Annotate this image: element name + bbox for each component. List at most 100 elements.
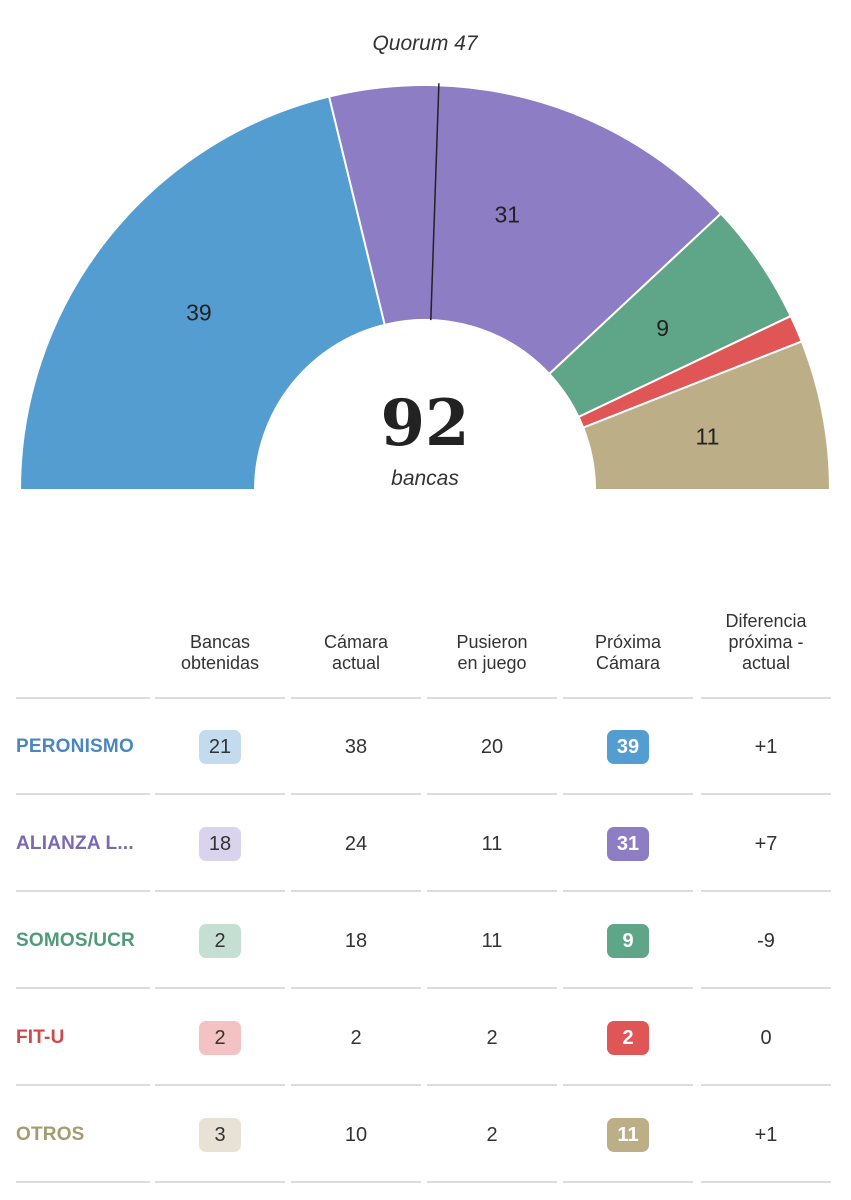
bancas-obtenidas-badge: 21: [199, 730, 241, 764]
row-divider: [427, 697, 557, 699]
proxima-camara-badge: 39: [607, 730, 649, 764]
proxima-camara-cell: 31: [563, 796, 693, 892]
bancas-obtenidas-cell: 18: [155, 796, 285, 892]
bancas-obtenidas-cell: 3: [155, 1087, 285, 1183]
slice-value-label: 31: [494, 202, 520, 228]
en-juego-cell: 11: [481, 832, 503, 855]
row-divider: [701, 890, 831, 892]
bancas-obtenidas-badge: 18: [199, 827, 241, 861]
slice-value-label: 39: [186, 299, 212, 325]
bancas-obtenidas-badge: 2: [199, 924, 241, 958]
row-divider: [155, 697, 285, 699]
proxima-camara-badge: 9: [607, 924, 649, 958]
row-divider: [427, 987, 557, 989]
camara-actual-cell: 2: [350, 1026, 362, 1049]
row-divider: [563, 793, 693, 795]
row-divider: [291, 987, 421, 989]
table-row: FIT-U 2 2 2 2 0: [16, 990, 834, 1086]
row-divider: [701, 1084, 831, 1086]
camara-actual-cell: 10: [344, 1123, 368, 1146]
party-name: FIT-U: [16, 1027, 65, 1048]
diferencia-cell: -9: [757, 929, 775, 952]
row-divider: [16, 890, 150, 892]
header-camara-actual: Cámara actual: [323, 632, 389, 673]
diferencia-cell: 0: [760, 1026, 772, 1049]
party-name: SOMOS/UCR: [16, 930, 135, 951]
en-juego-cell: 2: [486, 1123, 498, 1146]
row-divider: [16, 987, 150, 989]
en-juego-cell: 11: [481, 929, 503, 952]
camara-actual-cell: 18: [344, 929, 368, 952]
proxima-camara-cell: 9: [563, 893, 693, 989]
parliament-chart: Quorum 47 39 31 9 11 92 bancas: [18, 32, 832, 491]
bancas-obtenidas-badge: 2: [199, 1021, 241, 1055]
row-divider: [563, 1181, 693, 1183]
party-name: OTROS: [16, 1124, 85, 1145]
slice-peronismo: [18, 95, 386, 491]
row-divider: [427, 793, 557, 795]
row-divider: [291, 1181, 421, 1183]
camara-actual-cell: 24: [344, 832, 368, 855]
diferencia-cell: +1: [754, 735, 778, 758]
row-divider: [291, 697, 421, 699]
row-divider: [16, 793, 150, 795]
proxima-camara-badge: 11: [607, 1118, 649, 1152]
row-divider: [155, 793, 285, 795]
quorum-line: [430, 83, 440, 321]
bancas-obtenidas-badge: 3: [199, 1118, 241, 1152]
table-row: SOMOS/UCR 2 18 11 9 -9: [16, 893, 834, 989]
table-row: ALIANZA L... 18 24 11 31 +7: [16, 796, 834, 892]
table-row: OTROS 3 10 2 11 +1: [16, 1087, 834, 1183]
diferencia-cell: +7: [754, 832, 778, 855]
en-juego-cell: 20: [480, 735, 504, 758]
seat-slices: [18, 84, 832, 491]
row-divider: [16, 697, 150, 699]
row-divider: [701, 1181, 831, 1183]
party-name: ALIANZA L...: [16, 833, 134, 854]
row-divider: [16, 1084, 150, 1086]
proxima-camara-cell: 39: [563, 699, 693, 795]
header-bancas-obtenidas: Bancas obtenidas: [180, 632, 260, 673]
header-proxima-camara: Próxima Cámara: [594, 632, 661, 673]
bancas-obtenidas-cell: 21: [155, 699, 285, 795]
total-seats-value: 92: [380, 386, 469, 461]
party-name: PERONISMO: [16, 736, 134, 757]
proxima-camara-badge: 31: [607, 827, 649, 861]
row-divider: [563, 987, 693, 989]
table-row: PERONISMO 21 38 20 39 +1: [16, 699, 834, 795]
camara-actual-cell: 38: [344, 735, 368, 758]
row-divider: [155, 1181, 285, 1183]
row-divider: [155, 1084, 285, 1086]
proxima-camara-badge: 2: [607, 1021, 649, 1055]
row-divider: [291, 793, 421, 795]
proxima-camara-cell: 11: [563, 1087, 693, 1183]
slice-labels: 39 31 9 11: [186, 202, 719, 450]
en-juego-cell: 2: [486, 1026, 498, 1049]
header-pusieron-en-juego: Pusieron en juego: [456, 632, 528, 673]
diferencia-cell: +1: [754, 1123, 778, 1146]
quorum-label: Quorum 47: [372, 32, 478, 55]
slice-value-label: 11: [695, 423, 719, 449]
row-divider: [701, 793, 831, 795]
header-diferencia: Diferencia próxima - actual: [725, 611, 807, 673]
row-divider: [427, 1181, 557, 1183]
row-divider: [701, 697, 831, 699]
row-divider: [291, 1084, 421, 1086]
row-divider: [563, 697, 693, 699]
slice-otros: [581, 340, 832, 491]
slice-alianza-l: [327, 84, 723, 376]
row-divider: [155, 987, 285, 989]
slice-value-label: 9: [656, 315, 669, 341]
row-divider: [16, 1181, 150, 1183]
bancas-obtenidas-cell: 2: [155, 990, 285, 1086]
row-divider: [155, 890, 285, 892]
total-seats-unit: bancas: [391, 467, 459, 490]
proxima-camara-cell: 2: [563, 990, 693, 1086]
row-divider: [563, 890, 693, 892]
row-divider: [291, 890, 421, 892]
row-divider: [427, 1084, 557, 1086]
row-divider: [701, 987, 831, 989]
row-divider: [563, 1084, 693, 1086]
bancas-obtenidas-cell: 2: [155, 893, 285, 989]
row-divider: [427, 890, 557, 892]
